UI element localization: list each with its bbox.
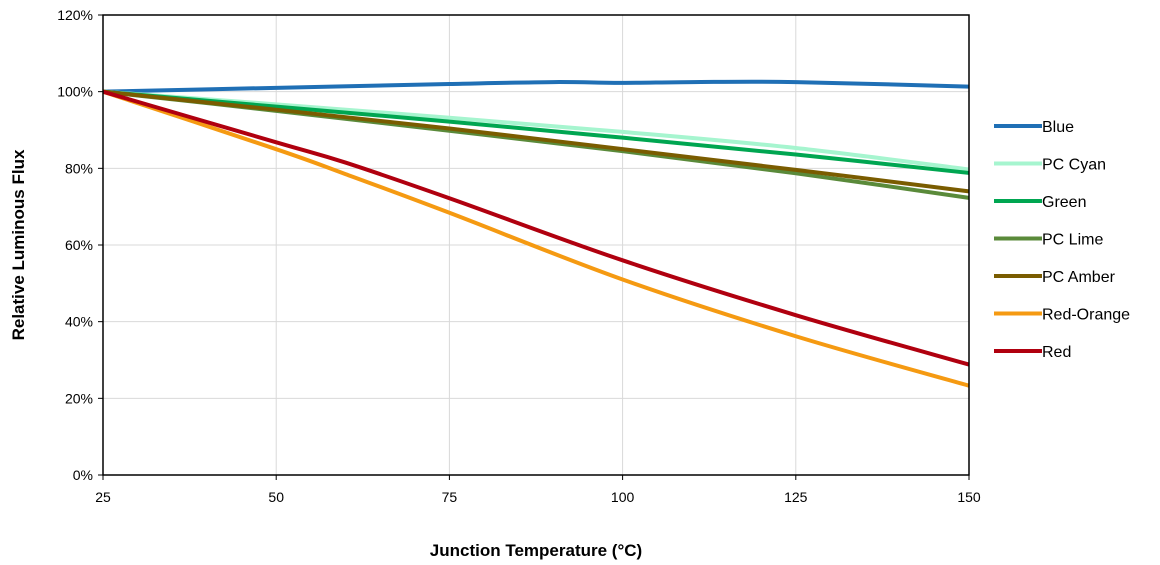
y-tick-label: 20% — [65, 390, 93, 406]
series-line-blue — [102, 79, 970, 94]
y-axis-title: Relative Luminous Flux — [9, 149, 28, 340]
y-tick-label: 100% — [57, 84, 93, 100]
legend-label-red: Red — [1042, 344, 1071, 361]
legend-label-green: Green — [1042, 194, 1086, 211]
legend-label-pc-cyan: PC Cyan — [1042, 157, 1106, 174]
x-tick-label: 25 — [95, 489, 111, 505]
series-line-pc-lime — [102, 89, 970, 200]
x-tick-label: 125 — [784, 489, 808, 505]
x-axis-ticks: 25 50 75 100 125 150 — [95, 475, 981, 505]
series-lines — [102, 79, 970, 388]
series-line-red — [102, 89, 970, 367]
y-tick-label: 80% — [65, 160, 93, 176]
x-tick-label: 150 — [957, 489, 981, 505]
y-axis-ticks: 0% 20% 40% 60% 80% 100% 120% — [57, 7, 103, 483]
legend-label-pc-amber: PC Amber — [1042, 269, 1116, 286]
legend-label-red-orange: Red-Orange — [1042, 307, 1130, 324]
series-line-pc-amber — [102, 89, 970, 194]
x-tick-label: 75 — [442, 489, 458, 505]
y-tick-label: 0% — [73, 467, 93, 483]
series-line-pc-cyan — [102, 89, 970, 172]
x-axis-title: Junction Temperature (°C) — [430, 541, 642, 560]
y-tick-label: 120% — [57, 7, 93, 23]
y-tick-label: 40% — [65, 314, 93, 330]
y-tick-label: 60% — [65, 237, 93, 253]
legend-label-blue: Blue — [1042, 119, 1074, 136]
x-tick-label: 100 — [611, 489, 635, 505]
x-tick-label: 50 — [268, 489, 284, 505]
series-line-red-orange — [102, 89, 970, 388]
legend: Blue PC Cyan Green PC Lime PC Amber Red-Orang… — [994, 119, 1130, 361]
series-line-green — [102, 89, 970, 175]
legend-label-pc-lime: PC Lime — [1042, 232, 1103, 249]
